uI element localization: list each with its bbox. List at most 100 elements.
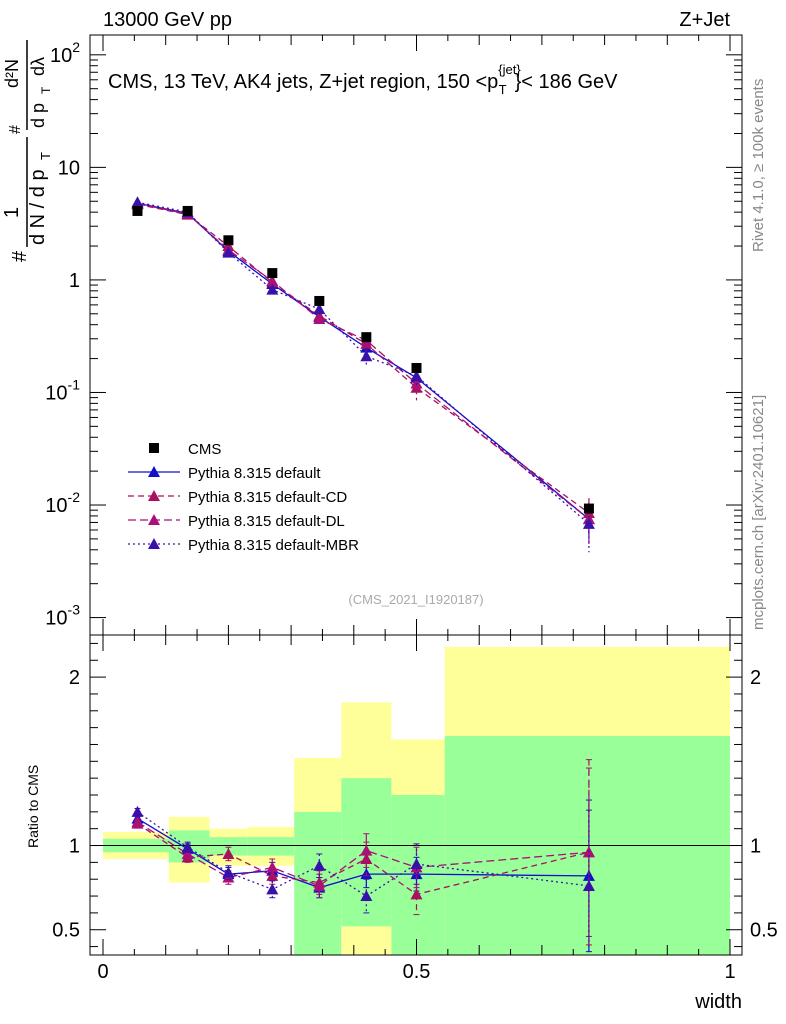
ratio-plot: 0.5 0.5 1 1 2 2 0 0.5 1 Ratio to CMS width <box>25 634 778 1013</box>
ratio-point <box>410 888 423 900</box>
main-ylabel-num: d²N <box>2 59 22 88</box>
data-point <box>266 283 279 295</box>
analysis-id: (CMS_2021_I1920187) <box>348 592 483 607</box>
legend-marker <box>148 514 160 525</box>
ratio-point <box>266 861 279 873</box>
y-tick-label-base: 10 <box>45 382 67 404</box>
ratio-point <box>181 841 194 853</box>
ratio-point <box>313 859 326 871</box>
main-ylabel-hash1: # <box>9 250 31 262</box>
plot-title: CMS, 13 TeV, AK4 jets, Z+jet region, 150… <box>108 62 618 97</box>
data-point <box>313 312 326 324</box>
data-point <box>131 196 144 208</box>
legend-marker <box>149 443 159 453</box>
energy-label: 13000 GeV pp <box>103 9 232 31</box>
data-point <box>410 370 423 382</box>
x-axis-label: width <box>694 991 742 1013</box>
y-tick-label-exp: 2 <box>72 39 80 55</box>
main-ylabel-den: d N / d p <box>27 169 49 245</box>
cms-data-point <box>132 205 143 216</box>
main-ylabel-den2-sub: T <box>39 86 53 94</box>
legend-item: Pythia 8.315 default <box>128 465 321 482</box>
y-tick-label: 102 <box>50 39 80 67</box>
cms-data-point <box>223 235 234 246</box>
ratio-axis-ticks: 0.5 0.5 1 1 2 2 0 0.5 1 <box>52 635 778 983</box>
ratio-point <box>582 879 595 891</box>
ratio-point <box>222 866 235 878</box>
y-tick-label: 10-3 <box>45 602 80 630</box>
ratio-y-tick-label-right: 2 <box>750 667 761 689</box>
legend-item: Pythia 8.315 default-DL <box>128 513 345 530</box>
ratio-y-tick-label: 0.5 <box>52 920 80 942</box>
legend-marker <box>148 490 160 501</box>
legend-item: Pythia 8.315 default-CD <box>128 489 347 506</box>
series-pythia-8.315-default <box>131 197 595 539</box>
y-tick-label-base: 10 <box>45 495 67 517</box>
y-tick-label: 10 <box>58 157 80 179</box>
y-tick-label: 10-1 <box>45 376 80 404</box>
main-ylabel-lambda: dλ <box>28 57 48 76</box>
ratio-point <box>360 890 373 902</box>
legend-marker <box>148 466 160 477</box>
main-ylabel-den-sub: T <box>38 152 53 160</box>
main-series <box>131 196 595 553</box>
main-ylabel: # 1 d N / d p T # d²N d p T dλ <box>1 40 53 262</box>
main-ylabel-hash2: # <box>7 125 24 134</box>
legend-label: Pythia 8.315 default <box>188 465 321 482</box>
ratio-y-tick-label-right: 0.5 <box>750 920 778 942</box>
ratio-series-pythia-8.315-default-dl <box>131 767 595 937</box>
data-point <box>266 274 279 286</box>
data-point <box>222 246 235 258</box>
main-ylabel-one: 1 <box>1 207 23 218</box>
legend-item: Pythia 8.315 default-MBR <box>128 537 359 554</box>
y-tick-label-exp: -1 <box>68 376 81 392</box>
ratio-y-tick-label-right: 1 <box>750 836 761 858</box>
data-point <box>313 303 326 315</box>
ratio-point <box>131 815 144 827</box>
rivet-label: Rivet 4.1.0, ≥ 100k events <box>750 79 767 252</box>
green-band <box>247 837 295 856</box>
y-tick-label-exp: -2 <box>68 489 81 505</box>
ratio-series-pythia-8.315-default-mbr <box>131 805 595 956</box>
y-tick-label-exp: -3 <box>68 602 81 618</box>
ratio-point <box>313 879 326 891</box>
plot-title-sub: T <box>499 82 507 97</box>
series-pythia-8.315-default-cd <box>131 198 595 535</box>
plot-title-sup: {jet} <box>498 62 521 77</box>
legend-label: Pythia 8.315 default-CD <box>188 489 347 506</box>
process-label: Z+Jet <box>679 9 730 31</box>
series-line <box>137 203 590 520</box>
y-tick-label: 10-2 <box>45 489 80 517</box>
series-cms <box>132 205 594 514</box>
plot-title-main: CMS, 13 TeV, AK4 jets, Z+jet region, 150… <box>108 71 498 93</box>
plot-title-tail: }< 186 GeV <box>515 71 619 93</box>
ratio-point <box>222 847 235 859</box>
cms-data-point <box>182 205 193 216</box>
ratio-line <box>137 823 590 896</box>
legend-marker <box>148 538 160 549</box>
ratio-point <box>360 844 373 856</box>
legend-item: CMS <box>149 441 221 458</box>
cms-data-point <box>411 362 422 373</box>
cms-data-point <box>314 295 325 306</box>
ratio-point <box>181 847 194 859</box>
ratio-line <box>137 821 589 887</box>
legend-label: Pythia 8.315 default-MBR <box>188 537 359 554</box>
main-ylabel-den2: d p <box>28 103 48 128</box>
cms-data-point <box>361 332 372 343</box>
legend: CMS Pythia 8.315 default Pythia 8.315 defa… <box>128 441 359 554</box>
data-point <box>582 517 595 529</box>
ratio-point <box>266 883 279 895</box>
ratio-point <box>410 858 423 870</box>
cms-data-point <box>583 503 594 514</box>
green-band <box>209 837 248 856</box>
y-tick-label-base: 10 <box>50 45 72 67</box>
ratio-point <box>131 805 144 817</box>
mcplots-label: mcplots.cern.ch [arXiv:2401.10621] <box>750 395 767 630</box>
x-tick-label: 0 <box>97 961 108 983</box>
data-point <box>360 350 373 362</box>
series-line <box>137 201 590 525</box>
